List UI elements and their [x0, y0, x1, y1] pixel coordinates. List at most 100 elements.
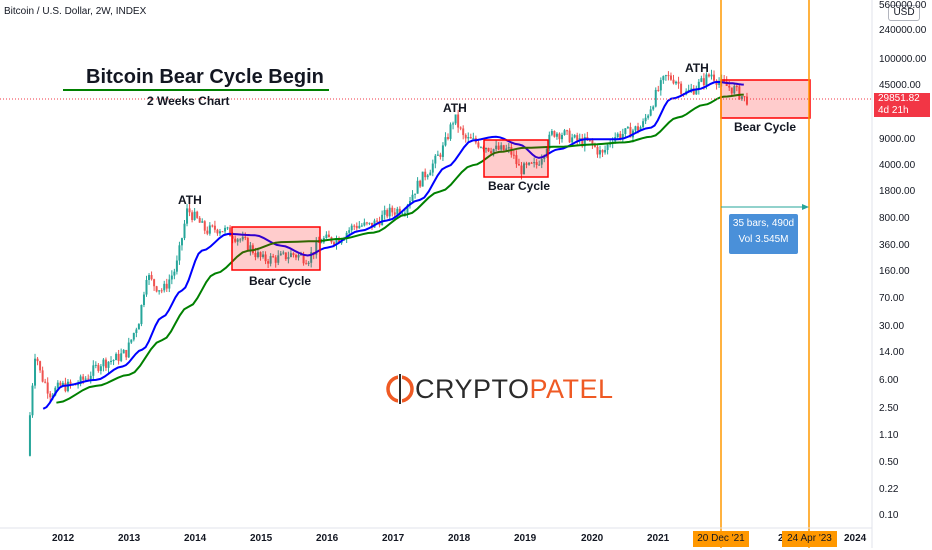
candle-body [198, 217, 201, 223]
currency-badge[interactable]: USD [888, 5, 920, 21]
candle-body [695, 89, 698, 95]
candle-body [624, 128, 627, 134]
candle-body [320, 242, 323, 244]
x-tick: 2014 [184, 533, 207, 544]
candle-body [368, 222, 371, 224]
candle-body [553, 131, 556, 137]
candle-body [735, 86, 738, 88]
candle-body [272, 256, 275, 258]
measure-bars: 35 bars, 490d [732, 218, 795, 229]
candle-body [677, 81, 680, 84]
candle-body [39, 361, 42, 371]
x-tick: 2015 [250, 533, 273, 544]
candle-body [675, 81, 678, 84]
candle-body [652, 106, 655, 110]
y-tick: 14.00 [879, 347, 905, 358]
candle-body [137, 324, 140, 330]
ma-fast-line [42, 80, 744, 410]
candle-body [284, 252, 287, 260]
candle-body [606, 144, 609, 150]
candle-body [637, 126, 640, 131]
x-tick: 2020 [581, 533, 604, 544]
candle-body [241, 236, 244, 240]
candle-body [634, 126, 637, 131]
candle-body [56, 382, 59, 388]
candle-body [457, 114, 460, 128]
candle-body [112, 360, 115, 362]
x-tick: 2013 [118, 533, 141, 544]
last-price-tag: 29851.82 4d 21h [874, 93, 930, 117]
candle-body [434, 155, 437, 164]
candle-body [657, 89, 660, 91]
candle-body [160, 290, 163, 292]
candle-body [370, 222, 373, 228]
candle-body [360, 225, 363, 227]
candle-body [54, 387, 57, 396]
candle-body [639, 127, 642, 131]
logo-text-patel: PATEL [529, 373, 614, 404]
candle-body [254, 253, 257, 258]
candle-body [436, 154, 439, 156]
symbol-label: Bitcoin / U.S. Dollar, 2W, INDEX [4, 6, 147, 17]
candle-body [365, 222, 368, 224]
candle-body [213, 225, 216, 230]
candle-body [505, 148, 508, 151]
y-tick: 360.00 [879, 240, 910, 251]
y-tick: 1.10 [879, 430, 899, 441]
candle-body [401, 213, 404, 215]
x-tick: 2017 [382, 533, 405, 544]
candle-body [629, 127, 632, 138]
candle-body [424, 171, 427, 178]
y-tick: 0.10 [879, 510, 899, 521]
candle-body [305, 263, 308, 265]
candle-body [244, 236, 247, 238]
candle-body [117, 353, 120, 361]
candle-body [94, 364, 97, 366]
candle-body [416, 180, 419, 194]
candle-body [229, 227, 232, 237]
candle-body [262, 254, 265, 257]
candle-body [355, 225, 358, 229]
candle-body [170, 275, 173, 280]
candle-body [130, 339, 133, 343]
candle-body [730, 87, 733, 94]
y-tick: 4000.00 [879, 160, 916, 171]
candle-body [396, 208, 399, 215]
x-tick: 2012 [52, 533, 75, 544]
candle-body [180, 238, 183, 246]
candle-body [680, 83, 683, 94]
candle-body [479, 147, 482, 149]
y-tick: 560000.00 [879, 0, 927, 11]
date-tag-end: 24 Apr '23 [782, 531, 837, 547]
x-tick: 2019 [514, 533, 537, 544]
candle-body [289, 253, 292, 258]
candle-body [292, 253, 295, 256]
candle-body [571, 137, 574, 143]
candle-body [702, 78, 705, 86]
candle-body [393, 212, 396, 215]
candle-body [104, 359, 107, 368]
candle-body [307, 262, 310, 264]
candle-body [561, 134, 564, 140]
y-tick: 100000.00 [879, 54, 927, 65]
candle-body [745, 96, 748, 105]
candle-body [566, 130, 569, 132]
candle-body [710, 74, 713, 77]
candle-body [155, 286, 158, 292]
x-tick: 2021 [647, 533, 670, 544]
candle-body [79, 376, 82, 385]
watermark-logo: CRYPTO PATEL [385, 371, 614, 407]
bar-countdown: 4d 21h [878, 105, 909, 116]
candle-body [535, 162, 538, 165]
candle-body [84, 378, 87, 380]
candle-body [97, 364, 100, 371]
ma-slow-line [56, 93, 744, 404]
candle-body [92, 365, 95, 376]
candle-body [327, 234, 330, 238]
candle-body [525, 163, 528, 165]
candle-body [234, 238, 237, 242]
candle-body [558, 133, 561, 140]
measure-arrow-head [802, 204, 809, 210]
candle-body [548, 134, 551, 149]
